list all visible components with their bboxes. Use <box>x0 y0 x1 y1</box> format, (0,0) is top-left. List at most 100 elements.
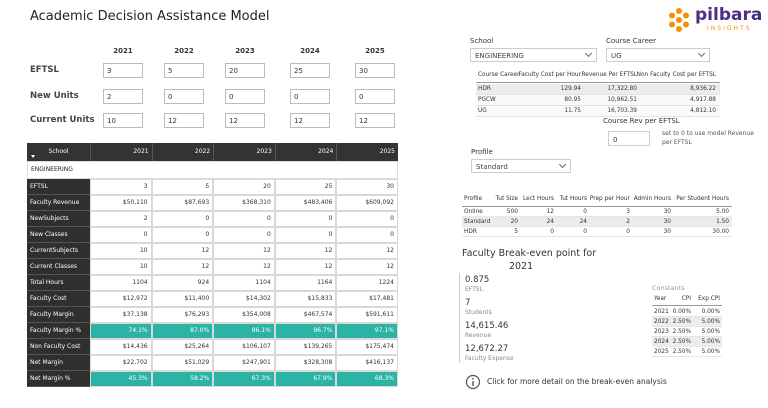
profile-row-bg <box>462 217 732 227</box>
input-row-label: New Units <box>30 91 79 101</box>
kpi-value: 12,672.27 <box>465 344 509 354</box>
table-cell: 0 <box>151 211 214 227</box>
kpi-label: Revenue <box>465 332 492 339</box>
course-rev-note: set to 0 to use model Revenue <box>662 130 754 137</box>
input-box[interactable]: 0 <box>225 89 265 104</box>
profile-header: Admin Hours <box>633 196 671 202</box>
career-row-bg <box>476 84 720 95</box>
table-cell: 67.9% <box>274 371 337 387</box>
input-box[interactable]: 0 <box>355 89 395 104</box>
profile-cell: HDR <box>464 228 477 235</box>
kpi-label: EFTSL <box>465 286 483 293</box>
table-cell: 0 <box>213 227 275 243</box>
profile-row-bg <box>462 207 732 217</box>
table-cell: $14,302 <box>213 291 275 307</box>
table-cell: 96.1% <box>213 323 275 339</box>
profile-header: Tut Size <box>495 196 518 202</box>
table-cell: 12 <box>336 259 398 275</box>
table-cell: $106,107 <box>213 339 275 355</box>
profile-cell: Standard <box>464 218 491 225</box>
filter-label: School <box>470 37 494 45</box>
row-label: Non Faculty Cost <box>27 339 90 355</box>
table-cell: 12 <box>151 243 214 259</box>
input-box[interactable]: 25 <box>290 63 330 78</box>
logo-icon <box>669 8 689 32</box>
input-box[interactable]: 3 <box>103 63 143 78</box>
profile-header-rule <box>462 206 732 207</box>
constants-row-bg <box>652 317 722 327</box>
dropdown-chevron <box>584 49 593 58</box>
constants-cell: 0.00% <box>672 308 691 315</box>
constants-cell: 5.00% <box>701 328 720 335</box>
course-rev-input[interactable]: 0 <box>608 131 650 146</box>
table-cell: 96.7% <box>274 323 337 339</box>
career-cell: 16,703.39 <box>607 108 637 114</box>
filter-label: Course Career <box>606 37 657 45</box>
profile-row-bg <box>462 227 732 237</box>
table-cell: 58.2% <box>151 371 214 387</box>
dropdown[interactable]: UG <box>606 48 710 62</box>
profile-cell: 500 <box>506 208 518 215</box>
table-cell: $76,293 <box>151 307 214 323</box>
profile-cell: 30 <box>663 228 671 235</box>
table-header-cell[interactable]: School <box>48 148 69 155</box>
kpi-value: 14,615.46 <box>465 321 509 331</box>
career-cell: UG <box>478 108 487 114</box>
input-box[interactable]: 12 <box>355 113 395 128</box>
dropdown[interactable]: Standard <box>471 159 571 173</box>
input-box[interactable]: 0 <box>290 89 330 104</box>
career-cell: 4,812.10 <box>690 108 716 114</box>
table-cell: $416,137 <box>336 355 398 371</box>
profile-cell: Online <box>464 208 483 215</box>
table-header-bg <box>27 143 398 161</box>
year-label: 2022 <box>174 47 194 55</box>
group-row: ENGINEERING <box>27 161 398 179</box>
input-box[interactable]: 10 <box>103 113 143 128</box>
table-cell: $247,901 <box>213 355 275 371</box>
table-cell: 0 <box>213 211 275 227</box>
input-box[interactable]: 2 <box>103 89 143 104</box>
table-cell: 0 <box>274 211 337 227</box>
profile-cell: 2 <box>626 218 630 225</box>
constants-row-bg <box>652 337 722 347</box>
info-link[interactable]: Click for more detail on the break-even … <box>487 377 667 386</box>
input-box[interactable]: 20 <box>225 63 265 78</box>
profile-cell: 0 <box>583 208 587 215</box>
course-rev-label: Course Rev per EFTSL <box>603 117 680 125</box>
profile-cell: 24 <box>546 218 554 225</box>
dropdown-chevron <box>558 160 567 169</box>
table-header-cell: 2024 <box>274 143 337 161</box>
kpi-rule <box>459 273 460 363</box>
profile-cell: 30 <box>663 208 671 215</box>
input-box[interactable]: 12 <box>164 113 204 128</box>
info-icon[interactable] <box>465 374 481 390</box>
input-box[interactable]: 12 <box>225 113 265 128</box>
table-cell: 74.1% <box>90 323 152 339</box>
constants-header: Exp CPI <box>698 296 720 302</box>
input-box[interactable]: 5 <box>164 63 204 78</box>
input-box[interactable]: 0 <box>164 89 204 104</box>
career-header: Course Career <box>478 72 520 78</box>
dropdown[interactable]: ENGINEERING <box>470 48 597 62</box>
table-cell: 45.3% <box>90 371 152 387</box>
profile-cell: 0 <box>550 228 554 235</box>
table-cell: 3 <box>90 179 152 195</box>
table-cell: $51,029 <box>151 355 214 371</box>
career-cell: 4,917.88 <box>690 97 716 103</box>
row-label: Faculty Cost <box>27 291 90 307</box>
input-box[interactable]: 30 <box>355 63 395 78</box>
row-label: Current Classes <box>27 259 90 275</box>
table-cell: $328,308 <box>274 355 337 371</box>
row-label: Net Margin <box>27 355 90 371</box>
career-header: Non Faculty Cost per EFTSL <box>636 72 716 78</box>
career-cell: 10,962.51 <box>607 97 637 103</box>
table-cell: 0 <box>274 227 337 243</box>
input-box[interactable]: 12 <box>290 113 330 128</box>
profile-cell: 30 <box>663 218 671 225</box>
constants-cell: 0.00% <box>701 308 720 315</box>
table-cell: 0 <box>90 227 152 243</box>
table-cell: 20 <box>213 179 275 195</box>
constants-cell: 5.00% <box>701 348 720 355</box>
profile-cell: 0 <box>583 228 587 235</box>
logo-name: pilbara <box>695 5 763 25</box>
